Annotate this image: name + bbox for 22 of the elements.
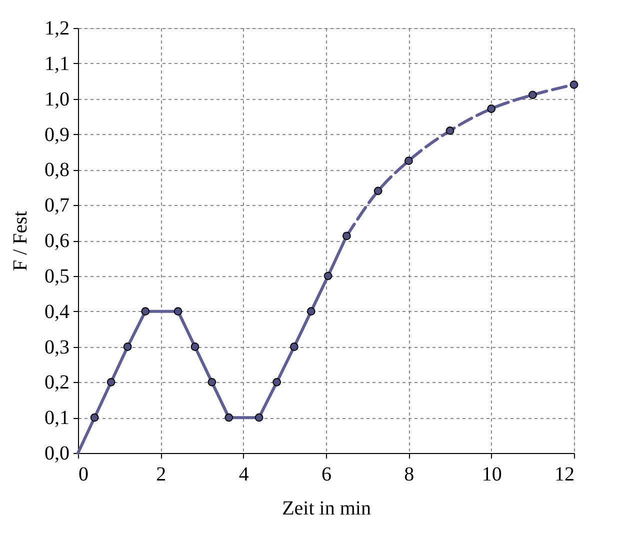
y-tick-label: 0,7	[44, 194, 70, 217]
x-tick-label: 8	[404, 464, 414, 486]
y-tick-label: 0,8	[44, 159, 70, 182]
y-tick-label: 0,5	[44, 265, 70, 288]
y-tick-label: 0,2	[44, 372, 70, 394]
y-axis-title: F / Fest	[10, 210, 32, 272]
y-tick-label: 1,2	[44, 18, 70, 40]
x-tick-label: 0	[78, 464, 88, 486]
x-tick-label: 6	[322, 464, 332, 486]
y-tick-label: 1,1	[44, 52, 70, 75]
y-tick-label: 0,1	[44, 407, 70, 430]
x-tick-label: 12	[554, 464, 574, 486]
y-tick-label: 0,9	[44, 124, 70, 146]
x-axis-title: Zeit in min	[282, 498, 371, 520]
x-tick-label: 4	[238, 464, 249, 486]
y-tick-label: 0,3	[44, 336, 70, 358]
x-tick-label: 10	[482, 464, 502, 486]
y-tick-label: 0,0	[44, 442, 70, 464]
y-tick-label: 1,0	[44, 88, 70, 110]
x-tick-label: 2	[156, 464, 166, 486]
y-tick-label: 0,6	[44, 230, 70, 252]
y-tick-label: 0,4	[44, 300, 70, 323]
